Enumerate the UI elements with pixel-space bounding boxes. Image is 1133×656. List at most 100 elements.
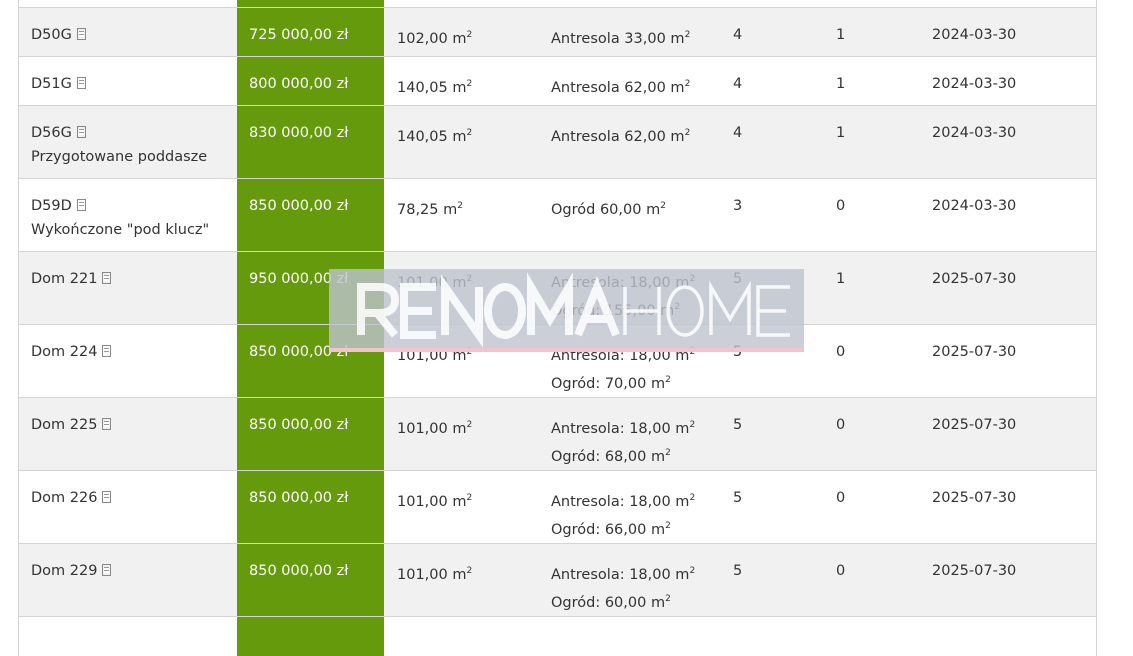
extra-2: Ogród: 66,00 m [551, 521, 666, 538]
price-cell: 830 000,00 zł [237, 106, 384, 178]
date: 2024-03-30 [932, 125, 1017, 141]
extra-1: Antresola: 18,00 m [551, 493, 690, 510]
unit-superscript: 2 [466, 128, 473, 138]
area-cell: 140,05 m2 [397, 72, 472, 100]
document-icon[interactable] [102, 491, 112, 503]
listing-name[interactable]: D50G [31, 27, 72, 43]
price-cell: 850 000,00 zł [237, 179, 384, 251]
document-icon[interactable] [102, 272, 112, 284]
logo-letter-shape [527, 272, 573, 335]
table-row [18, 616, 1097, 656]
listing-name-cell: D51G [31, 72, 86, 96]
price: 830 000,00 zł [249, 125, 349, 141]
logo-letter-shape [666, 285, 704, 337]
renomahome-logo-graphic [357, 272, 790, 348]
extra-2: Ogród: 70,00 m [551, 375, 666, 392]
unit-superscript: 2 [684, 128, 691, 138]
area-cell: 101,00 m2 [397, 486, 472, 514]
area: 140,05 m [397, 128, 467, 145]
listing-name[interactable]: Dom 226 [31, 490, 98, 506]
area-cell: 102,00 m2 [397, 23, 472, 51]
area-cell: 78,25 m2 [397, 194, 463, 222]
price: 950 000,00 zł [249, 271, 349, 287]
unit-superscript: 2 [466, 347, 473, 357]
area-cell: 101,00 m2 [397, 559, 472, 587]
listing-note: Przygotowane poddasze [31, 149, 208, 165]
price: 850 000,00 zł [249, 417, 349, 433]
table-row: D51G 800 000,00 zł 140,05 m2 Antresola 6… [18, 56, 1097, 105]
logo-letter-shape [574, 276, 620, 337]
date: 2024-03-30 [932, 198, 1017, 214]
listing-name[interactable]: Dom 225 [31, 417, 98, 433]
listing-name[interactable]: Dom 224 [31, 344, 98, 360]
date: 2024-03-30 [932, 76, 1017, 92]
area: 101,00 m [397, 420, 467, 437]
unit-superscript: 2 [665, 520, 671, 531]
extras-cell: Antresola: 18,00 m2 Ogród: 66,00 m2 [551, 486, 695, 542]
date: 2025-07-30 [932, 271, 1017, 287]
document-icon[interactable] [76, 77, 86, 89]
date: 2025-07-30 [932, 417, 1017, 433]
date: 2025-07-30 [932, 490, 1017, 506]
floor: 0 [836, 198, 846, 214]
document-icon[interactable] [102, 564, 112, 576]
unit-superscript: 2 [689, 493, 696, 503]
extra-1: Antresola: 18,00 m [551, 566, 690, 583]
extras-cell: Antresola: 18,00 m2 Ogród: 60,00 m2 [551, 559, 695, 615]
rooms: 4 [733, 125, 743, 141]
table-row: D56G Przygotowane poddasze 830 000,00 zł… [18, 105, 1097, 178]
listing-name[interactable]: D59D [31, 198, 72, 214]
extra-1: Antresola 33,00 m [551, 30, 685, 47]
listing-name-cell: Dom 224 [31, 340, 112, 364]
price-cell: 725 000,00 zł [237, 8, 384, 56]
listing-name[interactable]: D56G [31, 125, 72, 141]
floor: 1 [836, 125, 846, 141]
table-row: D50G 725 000,00 zł 102,00 m2 Antresola 3… [18, 7, 1097, 56]
document-icon[interactable] [76, 126, 86, 138]
floor: 1 [836, 76, 846, 92]
listing-name[interactable]: Dom 229 [31, 563, 98, 579]
extra-1: Antresola 62,00 m [551, 128, 685, 145]
date: 2025-07-30 [932, 563, 1017, 579]
extra-1: Ogród 60,00 m [551, 201, 661, 218]
unit-superscript: 2 [684, 79, 691, 89]
listing-name-cell: D56G Przygotowane poddasze [31, 121, 207, 169]
document-icon[interactable] [102, 418, 112, 430]
unit-superscript: 2 [660, 201, 666, 211]
listing-name-cell: D59D Wykończone "pod klucz" [31, 194, 209, 242]
price-cell: 850 000,00 zł [237, 544, 384, 616]
area: 102,00 m [397, 30, 467, 47]
price-cell: 850 000,00 zł [237, 398, 384, 470]
table-row: D59D Wykończone "pod klucz" 850 000,00 z… [18, 178, 1097, 251]
unit-superscript: 2 [466, 30, 473, 40]
extra-1: Antresola 62,00 m [551, 79, 685, 96]
listing-name[interactable]: Dom 221 [31, 271, 98, 287]
area: 101,00 m [397, 566, 467, 583]
document-icon[interactable] [102, 345, 112, 357]
extras-cell: Antresola: 18,00 m2 Ogród: 68,00 m2 [551, 413, 695, 469]
table-row: Dom 225 850 000,00 zł 101,00 m2 Antresol… [18, 397, 1097, 470]
extra-2: Ogród: 68,00 m [551, 448, 666, 465]
table-row: Dom 226 850 000,00 zł 101,00 m2 Antresol… [18, 470, 1097, 543]
extras-cell: Ogród 60,00 m2 [551, 194, 666, 222]
price: 850 000,00 zł [249, 563, 349, 579]
extra-2: Ogród: 60,00 m [551, 594, 666, 611]
rooms: 5 [733, 563, 743, 579]
logo-letter-shape [484, 283, 526, 339]
unit-superscript: 2 [457, 201, 463, 211]
floor: 0 [836, 344, 846, 360]
rooms: 4 [733, 76, 743, 92]
document-icon[interactable] [76, 28, 86, 40]
listing-name[interactable]: D51G [31, 76, 72, 92]
rooms: 5 [733, 490, 743, 506]
unit-superscript: 2 [466, 493, 473, 503]
document-icon[interactable] [76, 199, 86, 211]
logo-letter-shape [357, 283, 400, 338]
listing-name-cell: D50G [31, 23, 86, 47]
floor: 1 [836, 271, 846, 287]
price: 800 000,00 zł [249, 76, 349, 92]
extras-cell: Antresola 62,00 m2 [551, 121, 690, 149]
area: 78,25 m [397, 201, 458, 218]
area-cell: 101,00 m2 [397, 413, 472, 441]
logo-letter-shape [441, 274, 483, 348]
